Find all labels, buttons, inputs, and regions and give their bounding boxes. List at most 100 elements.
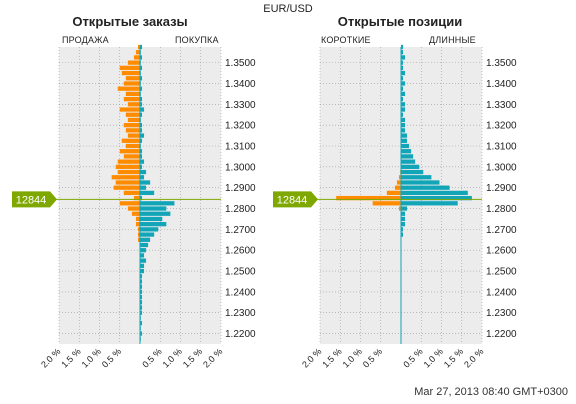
orders-right-bar: [140, 305, 143, 310]
orders-right-bar: [140, 159, 145, 164]
orders-x-tick-label: 1.5 %: [59, 346, 82, 369]
positions-y-tick-label: 1.2700: [486, 225, 517, 236]
positions-right-bar: [401, 44, 404, 50]
positions-right-bar: [401, 107, 406, 112]
orders-right-bar: [140, 331, 143, 336]
orders-left-bar: [127, 117, 140, 123]
positions-y-tick-label: 1.2300: [486, 308, 517, 319]
orders-left-bar: [133, 195, 140, 201]
orders-right-bar: [140, 96, 143, 102]
orders-right-bar: [140, 227, 159, 232]
orders-left-bar: [135, 216, 140, 222]
positions-y-tick-label: 1.2900: [486, 183, 517, 194]
orders-y-tick-label: 1.2300: [225, 308, 256, 319]
orders-right-bar: [140, 242, 149, 248]
orders-y-tick-label: 1.3400: [225, 79, 256, 90]
orders-left-bar: [117, 86, 140, 91]
orders-right-bar: [140, 169, 147, 175]
positions-right-bar: [401, 227, 404, 232]
positions-x-tick-label: 2.0 %: [300, 346, 323, 369]
orders-right-bar: [140, 279, 143, 284]
positions-left-bar: [398, 175, 401, 180]
positions-right-bar: [401, 70, 406, 76]
orders-left-bar: [135, 50, 140, 55]
orders-x-tick-label: 1.5 %: [181, 346, 204, 369]
positions-y-tick-label: 1.2600: [486, 246, 517, 257]
orders-x-tick-label: 0.5 %: [100, 346, 123, 369]
orders-left-bar: [123, 81, 140, 86]
positions-right-bar: [401, 128, 406, 133]
orders-right-bar: [140, 216, 163, 222]
positions-y-tick-label: 1.3300: [486, 100, 517, 111]
open-orders-title: Открытые заказы: [72, 14, 188, 29]
positions-right-bar: [401, 216, 406, 222]
orders-left-bar: [119, 201, 140, 206]
orders-left-bar: [137, 237, 140, 242]
orders-y-tick-label: 1.2800: [225, 204, 256, 215]
orders-y-tick-label: 1.3100: [225, 142, 256, 153]
positions-right-bar: [401, 81, 406, 86]
orders-left-bar: [127, 60, 140, 65]
orders-left-bar: [119, 149, 140, 154]
orders-left-bar: [119, 65, 140, 70]
orders-right-bar: [140, 310, 143, 315]
orders-right-bar: [140, 258, 147, 263]
positions-y-tick-label: 1.2800: [486, 204, 517, 215]
orders-right-bar: [140, 185, 147, 190]
orders-current-price-marker: [12, 191, 57, 208]
orders-right-bar: [140, 237, 151, 242]
positions-right-bar: [401, 65, 404, 70]
orders-right-bar: [140, 44, 143, 50]
orders-left-bar: [117, 159, 140, 164]
orders-left-bar: [137, 44, 140, 50]
orders-y-tick-label: 1.3500: [225, 58, 256, 69]
positions-right-bar: [401, 143, 410, 149]
positions-right-bar: [401, 180, 440, 185]
orders-right-bar: [140, 76, 143, 81]
orders-y-tick-label: 1.2600: [225, 246, 256, 257]
positions-left-bar: [398, 206, 401, 211]
orders-left-bar: [127, 206, 140, 211]
positions-right-bar: [401, 50, 404, 55]
positions-y-tick-label: 1.2400: [486, 287, 517, 298]
orders-x-tick-label: 0.5 %: [140, 346, 163, 369]
orders-right-bar: [140, 55, 143, 60]
positions-x-tick-label: 1.0 %: [341, 346, 364, 369]
positions-current-price-marker: [273, 191, 318, 208]
orders-right-bar: [140, 112, 143, 117]
positions-x-tick-label: 0.5 %: [361, 346, 384, 369]
orders-right-bar: [140, 149, 143, 154]
orders-y-tick-label: 1.3000: [225, 162, 256, 173]
positions-right-bar: [401, 201, 458, 206]
orders-right-bar: [140, 180, 151, 185]
positions-right-bar: [401, 86, 404, 91]
positions-current-price-label: 12844: [277, 194, 308, 206]
orders-right-bar: [140, 206, 167, 211]
orders-left-bar: [125, 128, 140, 133]
orders-left-bar: [121, 138, 140, 143]
orders-right-bar: [140, 65, 143, 70]
orders-left-bar: [117, 169, 140, 175]
orders-x-tick-label: 2.0 %: [39, 346, 62, 369]
orders-right-bar: [140, 263, 145, 268]
positions-right-bar: [401, 154, 414, 159]
open-positions-title: Открытые позиции: [337, 14, 463, 29]
positions-y-tick-label: 1.2500: [486, 267, 517, 278]
positions-right-bar: [401, 55, 406, 60]
positions-right-bar: [401, 185, 450, 190]
positions-right-bar: [401, 112, 404, 117]
positions-right-bar: [401, 164, 420, 169]
orders-right-bar: [140, 107, 145, 112]
timestamp: Mar 27, 2013 08:40 GMT+0300: [414, 386, 568, 398]
currency-pair-title: EUR/USD: [263, 3, 313, 15]
positions-y-tick-label: 1.3000: [486, 162, 517, 173]
orders-left-bar: [125, 76, 140, 81]
positions-right-bar: [401, 91, 406, 97]
positions-right-bar: [401, 169, 424, 175]
orders-right-bar: [140, 133, 145, 138]
orders-right-bar: [140, 128, 143, 133]
orders-right-bar: [140, 248, 147, 253]
orders-right-bar: [140, 300, 143, 305]
orders-right-bar: [140, 154, 143, 159]
